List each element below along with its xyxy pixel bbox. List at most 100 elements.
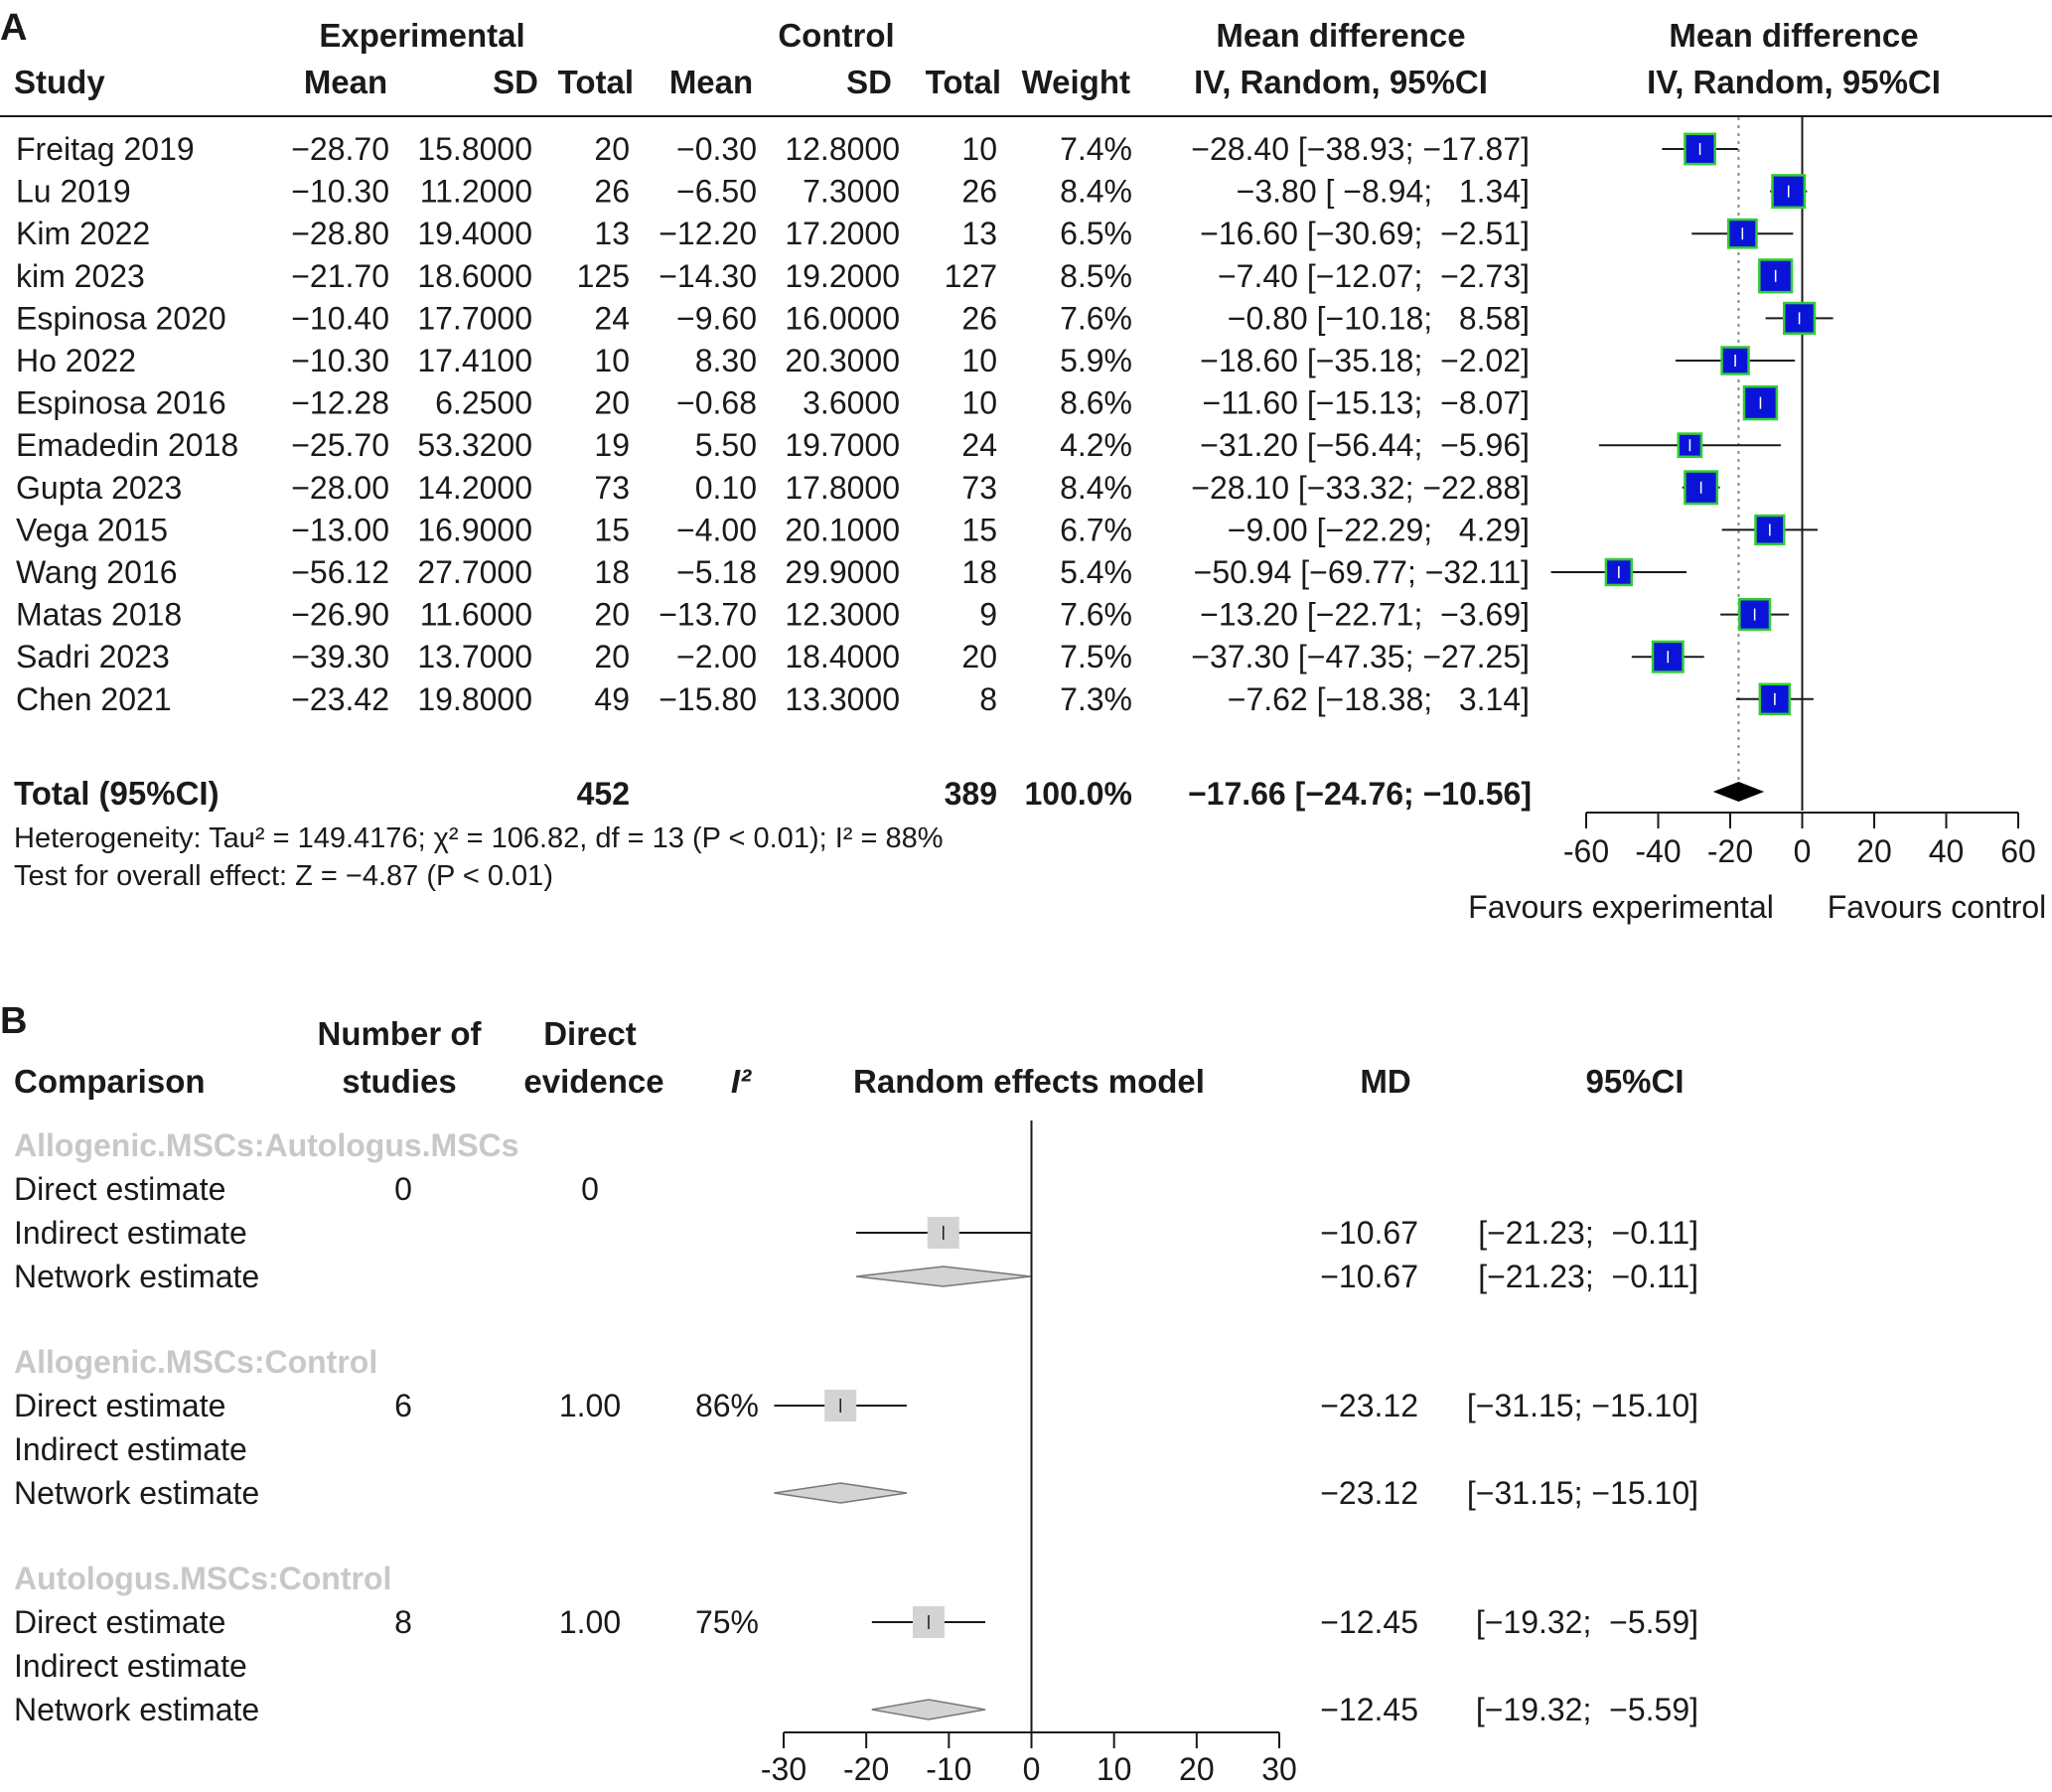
network-diamond [871,1699,986,1720]
md-ci: −7.62 [−18.38; 3.14] [1228,681,1530,717]
direct-evidence: 1.00 [559,1388,621,1423]
number-of-studies: 8 [394,1604,412,1640]
i2-value: 75% [695,1604,759,1640]
ctrl-sd: 3.6000 [803,385,900,421]
total-md: −17.66 [−24.76; −10.56] [1188,776,1532,812]
header-ctrl-total: Total [926,64,1001,100]
study-name: Vega 2015 [16,512,168,547]
exp-sd: 15.8000 [417,131,532,167]
exp-mean: −28.80 [291,216,389,251]
exp-total: 20 [594,639,630,674]
header-nstudies-2: studies [342,1063,457,1100]
md-ci: −18.60 [−35.18; −2.02] [1200,343,1530,378]
panel-a-label: A [0,7,27,49]
weight: 5.4% [1060,554,1132,590]
exp-sd: 53.3200 [417,427,532,463]
md-value: −12.45 [1320,1604,1418,1640]
exp-sd: 6.2500 [435,385,532,421]
header-experimental: Experimental [319,17,524,54]
exp-sd: 14.2000 [417,470,532,506]
header-ci: 95%CI [1585,1063,1684,1100]
pooled-diamond [1712,782,1765,802]
ctrl-mean: −15.80 [659,681,757,717]
exp-total: 20 [594,131,630,167]
ctrl-total: 10 [961,131,997,167]
ctrl-sd: 17.8000 [785,470,900,506]
header-weight: Weight [1022,64,1130,100]
favours-control: Favours control [1828,889,2047,925]
estimate-label: Direct estimate [14,1604,225,1640]
study-name: Espinosa 2016 [16,385,226,421]
estimate-label: Network estimate [14,1475,259,1511]
total-label: Total (95%CI) [14,775,220,812]
md-value: −10.67 [1320,1215,1418,1251]
md-value: −23.12 [1320,1475,1418,1511]
x-tick-label: 10 [1097,1751,1132,1787]
ctrl-mean: −0.68 [676,385,757,421]
exp-sd: 19.4000 [417,216,532,251]
comparison-rows: Allogenic.MSCs:Autologus.MSCs Direct esti… [14,1127,1698,1727]
weight: 8.4% [1060,470,1132,506]
exp-mean: −28.00 [291,470,389,506]
md-ci: −37.30 [−47.35; −27.25] [1191,639,1530,674]
ctrl-mean: −6.50 [676,174,757,210]
md-ci: −0.80 [−10.18; 8.58] [1228,300,1530,336]
ci-value: [−31.15; −15.10] [1467,1475,1698,1511]
study-box [1651,640,1685,673]
md-ci: −13.20 [−22.71; −3.69] [1200,597,1530,633]
header-exp-total: Total [558,64,634,100]
heterogeneity-text: Heterogeneity: Tau² = 149.4176; χ² = 106… [14,822,944,854]
ci-value: [−19.32; −5.59] [1476,1692,1698,1727]
ctrl-sd: 12.8000 [785,131,900,167]
ctrl-total: 13 [961,216,997,251]
x-tick-label: -40 [1635,833,1681,869]
estimate-label: Network estimate [14,1692,259,1727]
x-tick-label: -10 [926,1751,971,1787]
x-tick-label: 0 [1794,833,1812,869]
exp-mean: −56.12 [291,554,389,590]
md-ci: −3.80 [ −8.94; 1.34] [1237,174,1530,210]
md-value: −10.67 [1320,1259,1418,1294]
ci-value: [−21.23; −0.11] [1478,1215,1698,1251]
ci-value: [−21.23; −0.11] [1478,1259,1698,1294]
md-ci: −9.00 [−22.29; 4.29] [1228,512,1530,547]
ctrl-mean: 5.50 [695,427,757,463]
exp-sd: 18.6000 [417,258,532,294]
exp-total: 18 [594,554,630,590]
estimate-label: Network estimate [14,1259,259,1294]
exp-mean: −21.70 [291,258,389,294]
ctrl-sd: 12.3000 [785,597,900,633]
x-tick-label: 30 [1261,1751,1297,1787]
header-ctrl-mean: Mean [669,64,753,100]
exp-total: 49 [594,681,630,717]
weight: 4.2% [1060,427,1132,463]
study-box [1604,557,1634,587]
ci-value: [−31.15; −15.10] [1467,1388,1698,1423]
weight: 7.6% [1060,597,1132,633]
header-direct-2: evidence [523,1063,663,1100]
forest-plot-a: -60 -40 -20 0 20 40 60 [1550,117,2036,869]
ctrl-total: 127 [945,258,997,294]
number-of-studies: 0 [394,1171,412,1207]
favours-experimental: Favours experimental [1468,889,1774,925]
ctrl-mean: −14.30 [659,258,757,294]
exp-total: 24 [594,300,630,336]
header-study: Study [14,64,105,100]
estimate-label: Indirect estimate [14,1431,247,1467]
weight: 7.6% [1060,300,1132,336]
direct-evidence: 1.00 [559,1604,621,1640]
panel-b-label: B [0,1000,27,1042]
ctrl-sd: 29.9000 [785,554,900,590]
md-ci: −16.60 [−30.69; −2.51] [1200,216,1530,251]
i2-value: 86% [695,1388,759,1423]
study-name: Gupta 2023 [16,470,182,506]
header-md-2: IV, Random, 95%CI [1194,64,1488,100]
ctrl-sd: 20.1000 [785,512,900,547]
ctrl-sd: 7.3000 [803,174,900,210]
header-exp-sd: SD [493,64,538,100]
estimate-label: Direct estimate [14,1388,225,1423]
study-name: Freitag 2019 [16,131,195,167]
exp-total: 73 [594,470,630,506]
ctrl-sd: 19.2000 [785,258,900,294]
header-comparison: Comparison [14,1063,206,1100]
